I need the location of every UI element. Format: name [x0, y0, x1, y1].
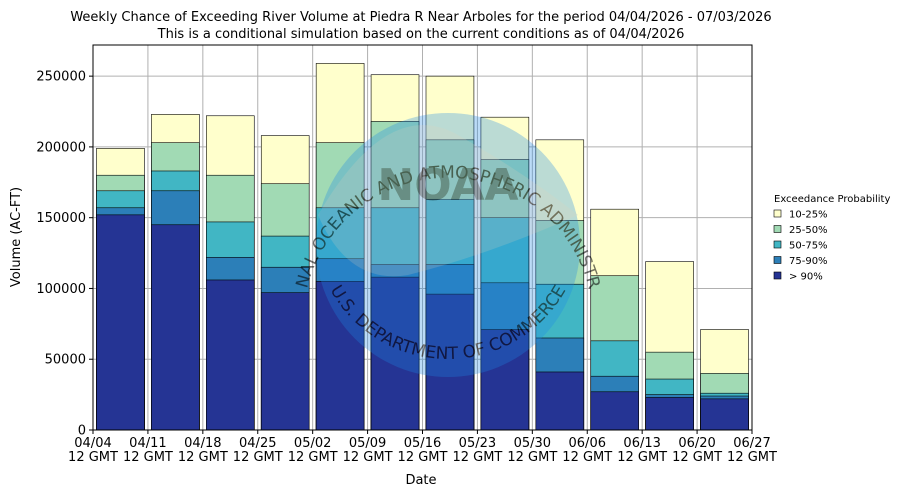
x-tick-label: 05/30: [514, 436, 551, 451]
legend-label: 75-90%: [789, 256, 828, 267]
x-tick-label: 12 GMT: [68, 450, 118, 465]
x-tick-label: 12 GMT: [233, 450, 283, 465]
x-tick-label: 05/09: [349, 436, 386, 451]
legend: Exceedance Probability 10-25% 25-50% 50-75…: [773, 194, 890, 283]
legend-swatch: [773, 256, 782, 264]
watermark-disc: [316, 113, 580, 377]
y-axis: 0 50000 100000 150000 200000 250000: [36, 70, 93, 439]
x-tick-label: 05/23: [459, 436, 496, 451]
x-tick-label: 06/20: [678, 436, 715, 451]
y-tick-label: 50000: [45, 353, 86, 368]
legend-label: 10-25%: [789, 210, 828, 221]
legend-title: Exceedance Probability: [774, 194, 890, 205]
bar-segment: [206, 279, 255, 431]
bar-segment: [425, 293, 475, 431]
x-tick-label: 04/25: [239, 436, 276, 451]
grid-lines: [93, 45, 752, 431]
x-tick-label: 12 GMT: [452, 450, 502, 465]
legend-label: 50-75%: [789, 241, 828, 252]
x-tick-label: 12 GMT: [343, 450, 393, 465]
x-tick-label: 12 GMT: [178, 450, 228, 465]
bar-segment: [96, 214, 145, 431]
plot-area: NOAANATIONAL OCEANIC AND ATMOSPHERIC ADM…: [0, 0, 753, 431]
bar-segment: [700, 398, 749, 431]
x-tick-label: 12 GMT: [672, 450, 722, 465]
legend-swatch: [773, 225, 782, 233]
x-tick-label: 06/13: [623, 436, 660, 451]
bar-segment: [645, 397, 694, 431]
legend-swatch: [773, 271, 782, 280]
y-tick-label: 250000: [36, 70, 86, 85]
watermark-logo-text: NOAA: [377, 160, 518, 211]
bar-segment: [151, 224, 200, 431]
x-tick-label: 04/04: [74, 436, 111, 451]
y-tick-label: 0: [78, 424, 86, 439]
x-tick-label: 12 GMT: [562, 450, 612, 465]
x-tick-label: 06/27: [733, 436, 770, 451]
y-tick-label: 200000: [36, 140, 86, 155]
bar-segment: [590, 391, 639, 431]
legend-swatch: [773, 240, 782, 249]
x-tick-label: 12 GMT: [288, 450, 338, 465]
x-tick-label: 06/06: [569, 436, 606, 451]
bar-segment: [370, 276, 420, 431]
y-tick-label: 100000: [36, 282, 86, 297]
x-tick-label: 12 GMT: [398, 450, 448, 465]
y-tick-label: 150000: [36, 211, 86, 226]
bar-segment: [315, 281, 365, 431]
watermark-gull: [318, 125, 578, 277]
y-axis-label: Volume (AC-FT): [9, 187, 24, 287]
bar-segment: [260, 292, 310, 431]
x-tick-label: 05/02: [294, 436, 331, 451]
legend-swatch: [773, 209, 782, 218]
x-tick-label: 12 GMT: [507, 450, 557, 465]
legend-label: > 90%: [789, 272, 823, 283]
x-tick-label: 04/18: [184, 436, 221, 451]
bar-segment: [535, 371, 585, 431]
x-tick-label: 12 GMT: [123, 450, 173, 465]
chart-subtitle: This is a conditional simulation based o…: [157, 27, 685, 42]
bars: [96, 63, 749, 431]
x-tick-label: 12 GMT: [617, 450, 667, 465]
legend-label: 25-50%: [789, 225, 828, 236]
x-axis-label: Date: [405, 473, 436, 488]
x-tick-label: 04/11: [129, 436, 166, 451]
x-tick-label: 12 GMT: [727, 450, 777, 465]
bar-segment: [480, 329, 530, 431]
x-tick-label: 05/16: [404, 436, 441, 451]
chart-title: Weekly Chance of Exceeding River Volume …: [70, 10, 771, 25]
